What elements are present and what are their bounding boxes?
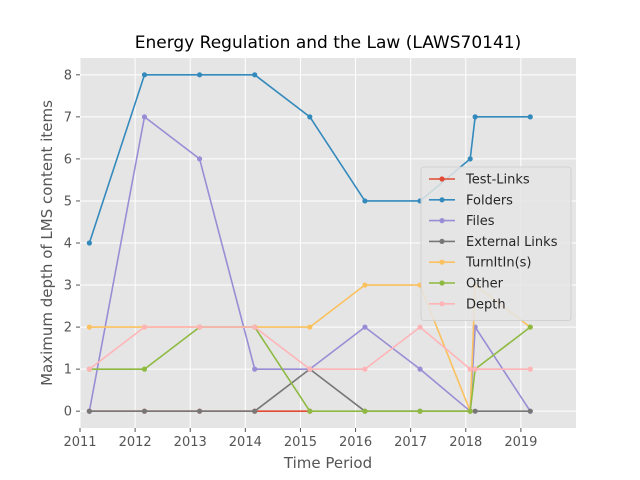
data-point <box>417 324 423 330</box>
legend-swatch-marker <box>439 280 445 286</box>
y-tick-label: 8 <box>64 68 72 83</box>
legend-swatch-marker <box>439 238 445 244</box>
legend-swatch-marker <box>439 259 445 265</box>
data-point <box>472 408 478 414</box>
x-tick-label: 2015 <box>284 435 317 450</box>
data-point <box>307 408 313 414</box>
data-point <box>196 408 203 414</box>
data-point <box>141 408 148 414</box>
legend-item: Test-Links <box>429 173 530 188</box>
series-line <box>89 326 531 412</box>
data-point <box>307 366 313 372</box>
data-point <box>467 156 473 162</box>
legend-label: Depth <box>466 297 506 312</box>
data-point <box>252 72 258 78</box>
legend-swatch-marker <box>439 301 445 307</box>
legend: Test-Links Folders Files External Links Turn… <box>420 166 572 322</box>
data-point <box>86 366 92 372</box>
data-point <box>527 408 533 414</box>
data-point <box>141 72 148 78</box>
data-point <box>196 156 203 162</box>
legend-swatch-marker <box>439 197 445 203</box>
data-point <box>141 324 148 330</box>
y-tick-label: 2 <box>64 321 72 336</box>
legend-item: Depth <box>429 297 506 312</box>
x-tick-label: 2012 <box>119 435 152 450</box>
data-point <box>467 408 473 414</box>
legend-item: Other <box>429 277 504 292</box>
series-line <box>88 74 531 244</box>
x-tick-label: 2011 <box>63 435 96 450</box>
data-point <box>362 198 368 204</box>
y-tick-label: 7 <box>64 110 72 125</box>
y-tick-label: 4 <box>64 237 72 252</box>
x-tick-label: 2017 <box>394 435 427 450</box>
x-axis-ticks: 2011 2012 2013 2014 2015 2016 2017 2018 2019 <box>63 428 537 450</box>
data-point <box>527 366 533 372</box>
data-point <box>252 366 258 372</box>
data-point <box>417 408 423 414</box>
data-point <box>467 366 473 372</box>
legend-label: Folders <box>466 193 513 208</box>
x-tick-label: 2014 <box>229 435 262 450</box>
y-axis-ticks: 0 1 2 3 4 5 6 7 8 <box>64 68 80 420</box>
data-point <box>362 324 368 330</box>
legend-item: TurnItIn(s) <box>429 256 531 271</box>
legend-label: TurnItIn(s) <box>465 256 531 271</box>
data-point <box>307 114 313 120</box>
series-depth <box>86 324 533 372</box>
data-point <box>86 324 92 330</box>
data-point <box>141 114 148 120</box>
data-point <box>472 114 478 120</box>
data-point <box>86 408 92 414</box>
data-point <box>252 324 258 330</box>
legend-box <box>420 166 572 322</box>
data-point <box>196 72 203 78</box>
data-point <box>252 408 258 414</box>
x-tick-label: 2016 <box>339 435 372 450</box>
data-point <box>141 366 148 372</box>
x-axis-label: Time Period <box>283 454 372 472</box>
legend-item: Files <box>429 214 495 229</box>
legend-label: External Links <box>466 235 558 250</box>
y-tick-label: 0 <box>64 405 72 420</box>
data-point <box>196 324 203 330</box>
data-point <box>527 114 533 120</box>
y-tick-label: 3 <box>64 279 72 294</box>
data-point <box>362 282 368 288</box>
legend-item: External Links <box>429 235 558 250</box>
data-point <box>527 324 533 330</box>
legend-swatch-marker <box>439 176 445 182</box>
y-tick-label: 1 <box>64 363 72 378</box>
y-tick-label: 5 <box>64 194 72 209</box>
chart-title: Energy Regulation and the Law (LAWS70141… <box>135 33 522 53</box>
legend-swatch-marker <box>439 218 445 224</box>
data-point <box>417 366 423 372</box>
series-group <box>86 72 533 414</box>
x-tick-label: 2013 <box>174 435 207 450</box>
x-tick-label: 2018 <box>449 435 482 450</box>
legend-label: Files <box>466 214 495 229</box>
data-point <box>362 366 368 372</box>
y-axis-label: Maximum depth of LMS content items <box>38 100 56 386</box>
legend-label: Test-Links <box>465 173 530 188</box>
legend-item: Folders <box>429 193 513 208</box>
data-point <box>472 366 478 372</box>
x-tick-label: 2019 <box>504 435 537 450</box>
data-point <box>307 324 313 330</box>
legend-label: Other <box>466 277 504 292</box>
data-point <box>362 408 368 414</box>
data-point <box>86 240 92 246</box>
y-tick-label: 6 <box>64 152 72 167</box>
